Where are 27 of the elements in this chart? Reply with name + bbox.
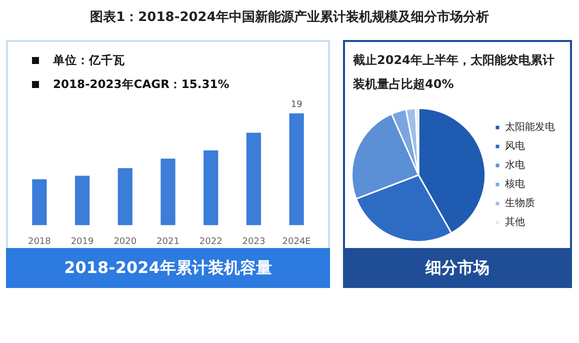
x-tick-label: 2024E — [282, 236, 312, 247]
bar — [246, 132, 262, 226]
chart-title: 图表1：2018-2024年中国新能源产业累计装机规模及细分市场分析 — [89, 8, 490, 26]
bar — [32, 179, 47, 226]
bar — [118, 168, 132, 226]
text: 细分市场 — [343, 248, 572, 288]
text: 2018-2023年CAGR：15.31% — [53, 77, 230, 91]
legend-label: 核电 — [504, 178, 525, 190]
legend-label: 水电 — [505, 159, 525, 172]
x-tick-label: 2018 — [28, 236, 52, 247]
bar — [289, 113, 304, 226]
x-tick-label: 2023 — [242, 236, 266, 247]
data-label: 19 — [290, 100, 303, 110]
x-tick-label: 2020 — [114, 236, 137, 247]
bar — [204, 150, 218, 226]
chart-title: 截止2024年上半年，太阳能发电累计装机量占比超40% — [353, 52, 556, 93]
legend-label: 其他 — [505, 216, 525, 228]
x-tick-label: 2019 — [70, 236, 94, 247]
legend-label: 生物质 — [505, 197, 535, 210]
legend-label: 风电 — [505, 140, 525, 152]
legend-label: 太阳能发电 — [505, 121, 555, 134]
text: 单位：亿千瓦 — [53, 53, 125, 67]
text: 2018-2024年累计装机容量 — [6, 248, 330, 288]
bar — [74, 176, 90, 226]
x-tick-label: 2021 — [156, 236, 180, 247]
x-tick-label: 2022 — [199, 236, 222, 247]
bar — [160, 158, 176, 226]
